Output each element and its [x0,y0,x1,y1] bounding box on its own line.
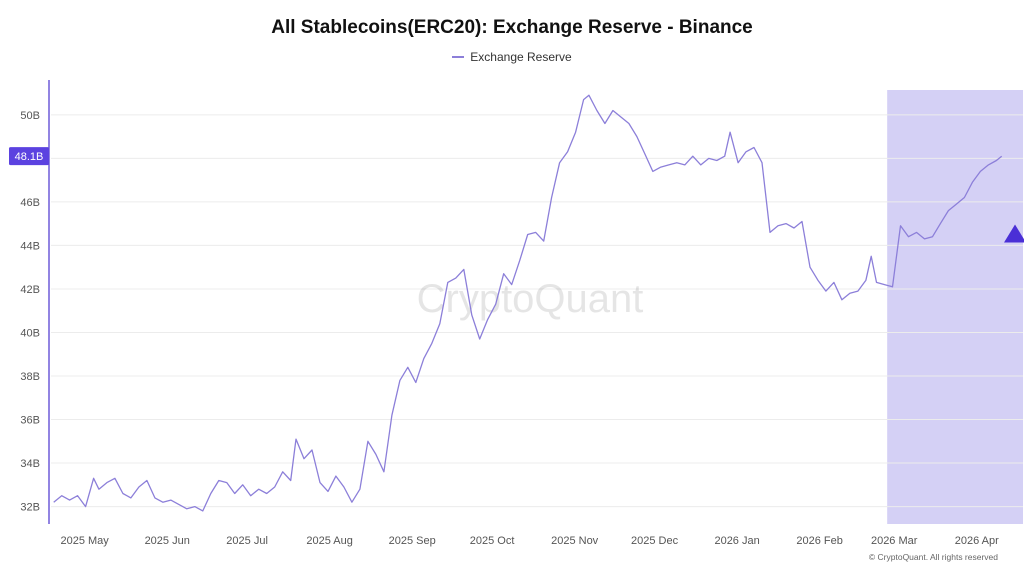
series-layer [53,94,1003,512]
x-axis-labels: 2025 May 2025 Jun 2025 Jul 2025 Aug 2025 Sep… [60,535,999,547]
copyright-text: © CryptoQuant. All rights reserved [868,552,998,562]
x-tick-label: 2025 Jul [226,535,268,547]
legend[interactable]: Exchange Reserve [0,50,1024,64]
x-tick-label: 2025 Aug [306,535,353,547]
x-tick-label: 2025 May [60,535,109,547]
watermark: CryptoQuant [417,277,644,321]
y-tick-label: 44B [20,240,40,252]
y-tick-label: 42B [20,284,40,296]
marker-layer: 48.1B [9,147,1024,243]
y-tick-label: 46B [20,197,40,209]
y-tick-label: 34B [20,458,40,470]
x-tick-label: 2026 Jan [714,535,759,547]
y-tick-label: 40B [20,327,40,339]
y-tick-label: 38B [20,371,40,383]
y-tick-label: 32B [20,502,40,514]
x-tick-label: 2026 Feb [796,535,842,547]
x-tick-label: 2025 Jun [145,535,190,547]
series-line-exchange-reserve[interactable] [53,94,1003,512]
triangle-up-icon[interactable] [1004,224,1024,243]
y-tick-label: 36B [20,415,40,427]
highlight-layer [887,90,1023,524]
x-tick-label: 2025 Sep [389,535,436,547]
x-tick-label: 2026 Mar [871,535,918,547]
legend-label: Exchange Reserve [470,50,572,64]
y-axis-labels: 32B34B36B38B40B42B44B46B48B50B [20,110,40,514]
y-tick-label: 50B [20,110,40,122]
x-tick-label: 2025 Dec [631,535,679,547]
x-tick-label: 2026 Apr [955,535,999,547]
current-value-badge [9,147,49,166]
x-tick-label: 2025 Nov [551,535,599,547]
highlight-region [887,90,1023,524]
gridlines [51,114,1023,508]
chart-title: All Stablecoins(ERC20): Exchange Reserve… [271,17,753,38]
legend-line-swatch [452,56,465,58]
current-value-label: 48.1B [15,151,44,163]
x-tick-label: 2025 Oct [470,535,515,547]
